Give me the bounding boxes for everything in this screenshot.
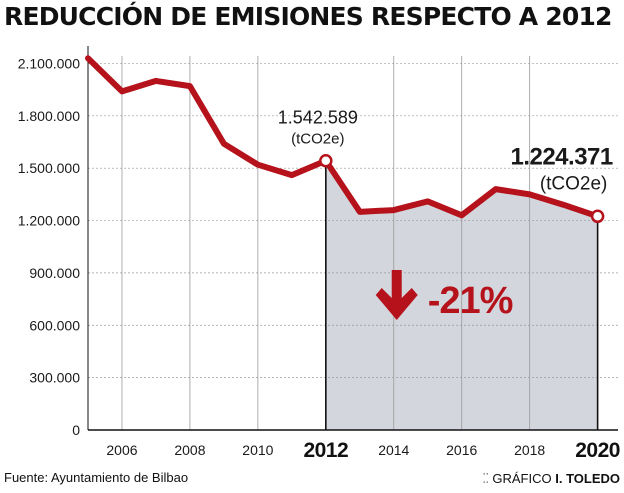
down-arrow-icon <box>375 270 418 320</box>
x-tick-label: 2010 <box>242 442 273 458</box>
x-tick-label: 2014 <box>378 442 409 458</box>
y-tick-label: 1.800.000 <box>18 108 80 124</box>
graphic-credit: ⁚⁚ GRÁFICO I. TOLEDO <box>482 471 620 487</box>
data-point-marker <box>319 153 333 168</box>
x-tick-label: 2012 <box>303 439 348 462</box>
source-note: Fuente: Ayuntamiento de Bilbao <box>4 470 189 485</box>
y-tick-label: 1.500.000 <box>18 160 80 176</box>
x-tick-label: 2020 <box>575 439 620 462</box>
y-tick-label: 600.000 <box>29 317 80 333</box>
credit-author: I. TOLEDO <box>555 471 620 486</box>
start-value-label: 1.542.589 <box>278 108 358 128</box>
emissions-line <box>85 55 601 220</box>
x-tick-label: 2018 <box>514 442 545 458</box>
y-tick-label: 900.000 <box>29 265 80 281</box>
x-tick-label: 2008 <box>174 442 205 458</box>
change-percent-label: -21% <box>428 280 513 322</box>
y-tick-label: 1.200.000 <box>18 213 80 229</box>
x-tick-label: 2006 <box>106 442 137 458</box>
y-tick-label: 300.000 <box>29 370 80 386</box>
start-unit-label: (tCO2e) <box>291 131 344 148</box>
end-unit-label: (tCO2e) <box>540 173 608 194</box>
x-tick-label: 2016 <box>446 442 477 458</box>
chart-title: REDUCCIÓN DE EMISIONES RESPECTO A 2012 <box>4 2 612 31</box>
end-value-label: 1.224.371 <box>510 143 612 170</box>
y-tick-label: 0 <box>72 422 80 438</box>
data-point-marker <box>590 209 605 224</box>
y-tick-label: 2.100.000 <box>18 55 80 71</box>
dots-icon: ⁚⁚ <box>482 471 489 486</box>
credit-prefix: GRÁFICO <box>492 471 552 486</box>
